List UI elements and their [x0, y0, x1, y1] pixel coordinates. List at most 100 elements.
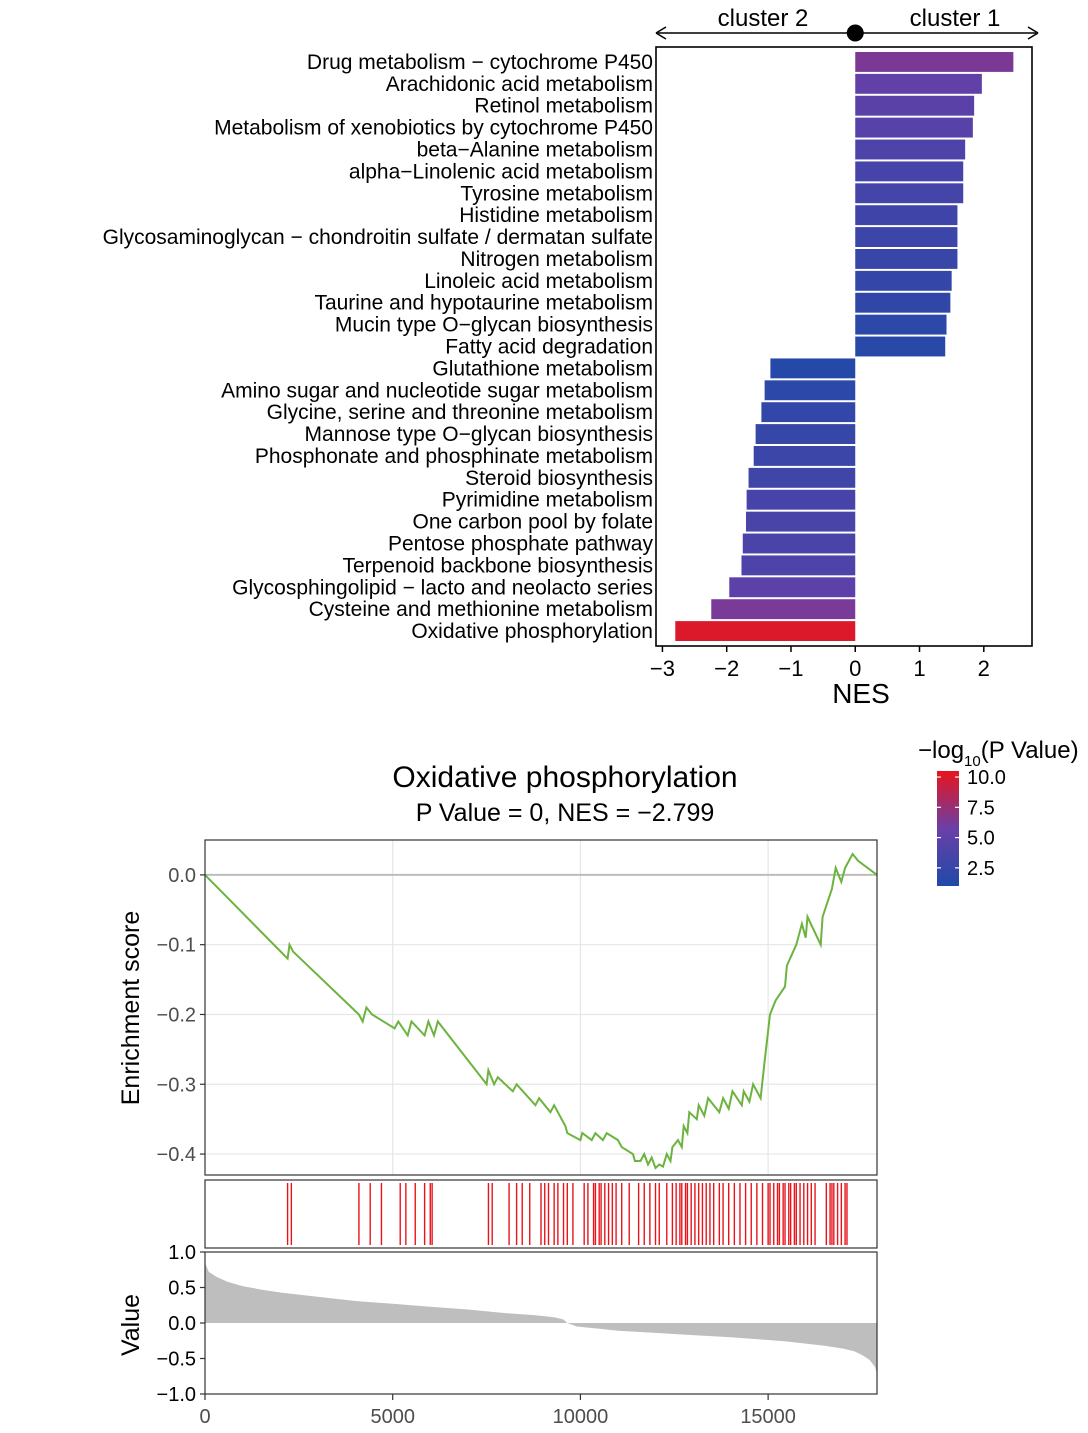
rank-y-axis-title: Value	[117, 1294, 145, 1356]
nes-category-label: Oxidative phosphorylation	[411, 620, 653, 643]
nes-category-label: One carbon pool by folate	[413, 511, 654, 534]
nes-category-label: beta−Alanine metabolism	[417, 139, 653, 162]
rank-y-tick-label: −1.0	[157, 1384, 196, 1406]
nes-category-label: Glycine, serine and threonine metabolism	[267, 401, 653, 424]
nes-bar	[764, 380, 856, 401]
nes-category-label: Metabolism of xenobiotics by cytochrome …	[214, 117, 653, 140]
direction-arrow	[655, 24, 1039, 42]
nes-bar	[855, 314, 947, 335]
nes-category-label: Retinol metabolism	[474, 95, 653, 118]
legend-title-suffix: (P Value)	[981, 737, 1079, 764]
gene-hit-panel	[204, 1179, 878, 1249]
es-gridlines	[205, 840, 877, 1175]
es-y-tick-label: −0.1	[157, 935, 196, 957]
nes-bar	[770, 358, 856, 379]
nes-category-label: Nitrogen metabolism	[460, 248, 653, 271]
nes-category-label: Fatty acid degradation	[445, 336, 653, 359]
nes-bar	[855, 139, 966, 160]
color-legend: −log10(P Value) 10.0 7.5 5.0 2.5	[918, 737, 1079, 886]
enrichment-score-line	[204, 852, 878, 1170]
rank-x-tick-label: 15000	[740, 1406, 796, 1428]
nes-bar	[761, 402, 856, 423]
nes-plot-frame	[655, 46, 1033, 647]
nes-bar	[855, 249, 958, 269]
nes-bar	[729, 577, 856, 598]
es-y-tick-label: −0.2	[157, 1004, 196, 1026]
nes-category-label: Linoleic acid metabolism	[424, 270, 653, 293]
es-y-axis-title: Enrichment score	[117, 911, 145, 1106]
nes-category-label: Mucin type O−glycan biosynthesis	[335, 314, 653, 337]
nes-category-label: Taurine and hypotaurine metabolism	[314, 292, 653, 315]
nes-bar	[753, 446, 856, 466]
nes-bar	[855, 161, 964, 182]
rank-x-tick-label: 0	[199, 1406, 210, 1428]
nes-x-tick-label: −3	[650, 656, 675, 681]
nes-bar	[855, 292, 951, 313]
nes-category-label: Phosphonate and phosphinate metabolism	[255, 445, 653, 468]
rank-y-tick-label: 0.0	[168, 1313, 196, 1335]
nes-category-label: Drug metabolism − cytochrome P450	[307, 51, 653, 74]
direction-arrow-origin-dot	[846, 24, 864, 42]
legend-tick-label: 2.5	[967, 858, 995, 880]
direction-label-left: cluster 2	[718, 5, 809, 32]
es-panel-frame	[204, 839, 878, 1176]
nes-bar	[746, 489, 856, 510]
nes-category-label: Glutathione metabolism	[432, 357, 653, 380]
nes-x-tick-label: −2	[714, 656, 739, 681]
gsea-subtitle: P Value = 0, NES = −2.799	[416, 799, 715, 827]
gsea-plot: Oxidative phosphorylation P Value = 0, N…	[117, 761, 878, 1428]
nes-bar	[855, 227, 958, 247]
nes-category-label: Amino sugar and nucleotide sugar metabol…	[221, 379, 653, 402]
es-y-axis: 0.0 −0.1 −0.2 −0.3 −0.4	[157, 865, 205, 1166]
legend-title: −log10(P Value)	[918, 737, 1079, 770]
direction-arrow-left-head	[655, 26, 667, 40]
nes-category-label: Histidine metabolism	[459, 204, 653, 227]
nes-category-label: Glycosphingolipid − lacto and neolacto s…	[232, 576, 653, 599]
nes-bar	[855, 73, 982, 94]
rank-x-axis: 0 5000 10000 15000	[199, 1394, 796, 1428]
rank-y-tick-label: −0.5	[157, 1349, 196, 1371]
legend-tick-label: 10.0	[967, 767, 1006, 789]
rank-y-tick-label: 0.5	[168, 1278, 196, 1300]
nes-x-axis-title: NES	[832, 678, 890, 709]
nes-bars	[675, 52, 1014, 641]
nes-bar	[855, 336, 946, 357]
nes-bar	[855, 270, 952, 291]
nes-category-label: Steroid biosynthesis	[465, 467, 653, 490]
rank-x-tick-label: 5000	[370, 1406, 415, 1428]
gsea-title: Oxidative phosphorylation	[392, 761, 737, 794]
nes-category-labels: Drug metabolism − cytochrome P450Arachid…	[103, 51, 654, 643]
ranked-value-area	[205, 1260, 877, 1375]
nes-bar	[745, 511, 856, 532]
nes-category-label: Tyrosine metabolism	[460, 182, 653, 205]
nes-bar	[855, 205, 958, 226]
nes-category-label: alpha−Linolenic acid metabolism	[349, 160, 653, 183]
direction-arrow-right-head	[1027, 26, 1039, 40]
nes-category-label: Pentose phosphate pathway	[388, 533, 654, 556]
gene-hit-lines	[286, 1183, 848, 1245]
legend-colorbar	[937, 771, 959, 886]
nes-x-tick-label: 0	[849, 656, 861, 681]
es-y-tick-label: −0.4	[157, 1144, 196, 1166]
nes-x-tick-label: 1	[913, 656, 925, 681]
legend-ticks: 10.0 7.5 5.0 2.5	[937, 767, 1006, 880]
direction-label-right: cluster 1	[910, 5, 1001, 32]
nes-bar	[711, 599, 856, 620]
hit-panel-frame	[204, 1179, 878, 1249]
nes-category-label: Glycosaminoglycan − chondroitin sulfate …	[103, 226, 653, 249]
ranked-list-panel: 1.0 0.5 0.0 −0.5 −1.0 0 5000 10000 15000 Value	[117, 1242, 878, 1428]
nes-bar-chart: cluster 2 cluster 1 Drug metabolism − cy…	[103, 5, 1039, 709]
rank-y-tick-label: 1.0	[168, 1242, 196, 1264]
nes-bar	[755, 424, 856, 444]
nes-bar	[675, 621, 856, 641]
nes-category-label: Cysteine and methionine metabolism	[309, 598, 653, 621]
nes-category-label: Arachidonic acid metabolism	[386, 73, 653, 96]
nes-bar	[855, 52, 1014, 72]
legend-title-subscript: 10	[964, 753, 981, 770]
nes-x-axis: −3 −2 −1 0 1 2	[650, 646, 990, 681]
nes-bar	[742, 533, 856, 554]
nes-category-label: Mannose type O−glycan biosynthesis	[305, 423, 653, 446]
rank-x-tick-label: 10000	[553, 1406, 609, 1428]
es-y-tick-label: 0.0	[168, 865, 196, 887]
